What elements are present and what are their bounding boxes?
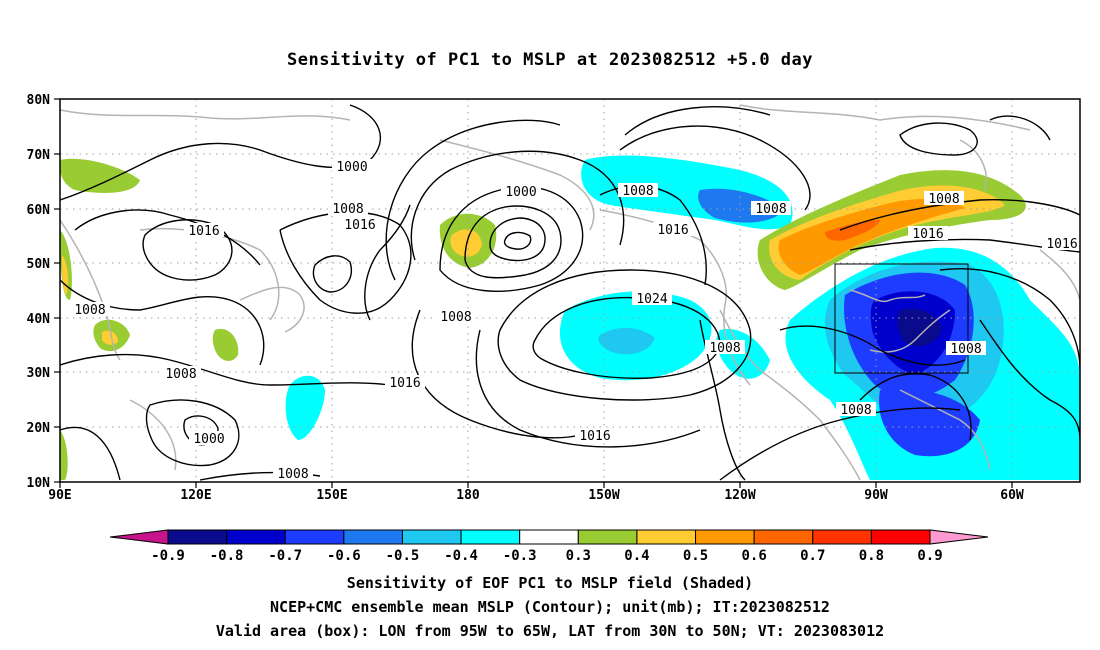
colorbar-tick-label: 0.4 xyxy=(624,548,649,564)
lon-label: 150E xyxy=(316,488,347,503)
colorbar-tick-label: -0.9 xyxy=(151,548,185,564)
contour-label: 1016 xyxy=(579,429,610,444)
lat-label: 40N xyxy=(27,312,51,327)
colorbar-tick-label: 0.3 xyxy=(566,548,591,564)
contour-label: 1008 xyxy=(840,403,871,418)
contour-label: 1000 xyxy=(193,432,224,447)
contour-label: 1016 xyxy=(389,376,420,391)
valid-area-box xyxy=(834,263,969,374)
pos-region-west-small-core xyxy=(102,330,118,345)
longitude-labels: 90E 120E 150E 180 150W 120W 90W 60W xyxy=(48,488,1024,503)
map-title: Sensitivity of PC1 to MSLP at 2023082512… xyxy=(286,50,813,70)
contour-label: 1008 xyxy=(440,310,471,325)
contour-label: 1016 xyxy=(657,223,688,238)
colorbar-swatch xyxy=(460,529,521,545)
contour-label: 1016 xyxy=(912,227,943,242)
colorbar-swatch xyxy=(401,529,462,545)
lat-label: 60N xyxy=(27,203,51,218)
lat-label: 20N xyxy=(27,421,51,436)
colorbar-swatch xyxy=(284,529,345,545)
lon-label: 90W xyxy=(864,488,888,503)
lat-label: 30N xyxy=(27,366,51,381)
pos-region-asia xyxy=(212,328,239,362)
pos-region-nam-orange xyxy=(778,198,965,275)
colorbar-swatch xyxy=(695,529,755,545)
graticule xyxy=(60,99,1080,482)
lat-label: 10N xyxy=(27,476,51,491)
contour-label: 1008 xyxy=(165,367,196,382)
lat-label: 70N xyxy=(27,148,51,163)
pos-region-west-bottom xyxy=(60,430,68,480)
colorbar-swatch xyxy=(167,529,228,545)
pos-region-west-edge-core xyxy=(62,255,69,295)
colorbar-tick-label: -0.4 xyxy=(444,548,478,564)
lon-label: 120E xyxy=(180,488,211,503)
colorbar-tick-label: 0.6 xyxy=(742,548,767,564)
contour-label: 1024 xyxy=(636,292,667,307)
axis-ticks xyxy=(54,98,1013,488)
colorbar-swatch xyxy=(519,529,579,545)
caption-line-3: Valid area (box): LON from 95W to 65W, L… xyxy=(215,622,885,640)
lon-label: 90E xyxy=(48,488,71,503)
colorbar-tick-label: -0.6 xyxy=(327,548,361,564)
colorbar-swatch xyxy=(226,529,286,545)
colorbar: -0.9 -0.8 -0.7 -0.6 -0.5 -0.4 -0.3 0.3 0.4 0.5 0.6… xyxy=(109,529,989,564)
contour-label: 1016 xyxy=(344,218,375,233)
lon-label: 180 xyxy=(456,488,480,503)
contour-label: 1016 xyxy=(1046,237,1077,252)
map-frame xyxy=(59,98,1081,483)
colorbar-swatch xyxy=(870,529,931,545)
latitude-labels: 80N 70N 60N 50N 40N 30N 20N 10N xyxy=(27,93,51,491)
contour-label: 1000 xyxy=(505,185,536,200)
colorbar-tick-label: 0.5 xyxy=(683,548,708,564)
neg-region-central-pacific-core xyxy=(598,327,655,355)
contour-labels: 1000 1000 1008 1016 1008 1016 1008 1008 … xyxy=(70,159,1080,482)
lat-label: 50N xyxy=(27,257,51,272)
contour-label: 1008 xyxy=(74,303,105,318)
colorbar-tick-label: -0.5 xyxy=(386,548,420,564)
lon-label: 120W xyxy=(724,488,755,503)
pos-region-nam-red xyxy=(825,220,880,241)
colorbar-tick-label: -0.7 xyxy=(268,548,302,564)
lon-label: 60W xyxy=(1000,488,1024,503)
contour-label: 1008 xyxy=(755,202,786,217)
colorbar-tick-label: -0.3 xyxy=(503,548,537,564)
neg-region-atlantic-south xyxy=(879,388,980,457)
colorbar-swatch xyxy=(577,529,638,545)
contour-label: 1008 xyxy=(622,184,653,199)
map-plot-area: 1000 1000 1008 1016 1008 1016 1008 1008 … xyxy=(60,99,1080,482)
contour-label: 1016 xyxy=(188,224,219,239)
colorbar-swatch xyxy=(636,529,697,545)
colorbar-low-extension xyxy=(109,529,169,545)
contour-label: 1000 xyxy=(336,160,367,175)
lat-label: 80N xyxy=(27,93,51,108)
colorbar-swatch xyxy=(343,529,403,545)
colorbar-swatch xyxy=(812,529,872,545)
contour-label: 1008 xyxy=(950,342,981,357)
colorbar-tick-label: 0.9 xyxy=(917,548,942,564)
colorbar-swatch xyxy=(753,529,814,545)
colorbar-high-extension xyxy=(929,529,989,545)
caption-line-1: Sensitivity of EOF PC1 to MSLP field (Sh… xyxy=(346,574,754,592)
colorbar-tick-label: 0.7 xyxy=(800,548,825,564)
pos-region-west xyxy=(60,158,140,193)
neg-region-west-pacific xyxy=(285,375,325,440)
neg-region-atlantic-core3 xyxy=(897,308,942,347)
colorbar-tick-label: 0.8 xyxy=(859,548,884,564)
mslp-contours xyxy=(60,104,1080,481)
lon-label: 150W xyxy=(588,488,619,503)
contour-label: 1008 xyxy=(277,467,308,482)
contour-label: 1008 xyxy=(928,192,959,207)
colorbar-tick-label: -0.8 xyxy=(210,548,244,564)
contour-label: 1008 xyxy=(709,341,740,356)
caption-line-2: NCEP+CMC ensemble mean MSLP (Contour); u… xyxy=(270,598,830,616)
contour-label: 1008 xyxy=(332,202,363,217)
